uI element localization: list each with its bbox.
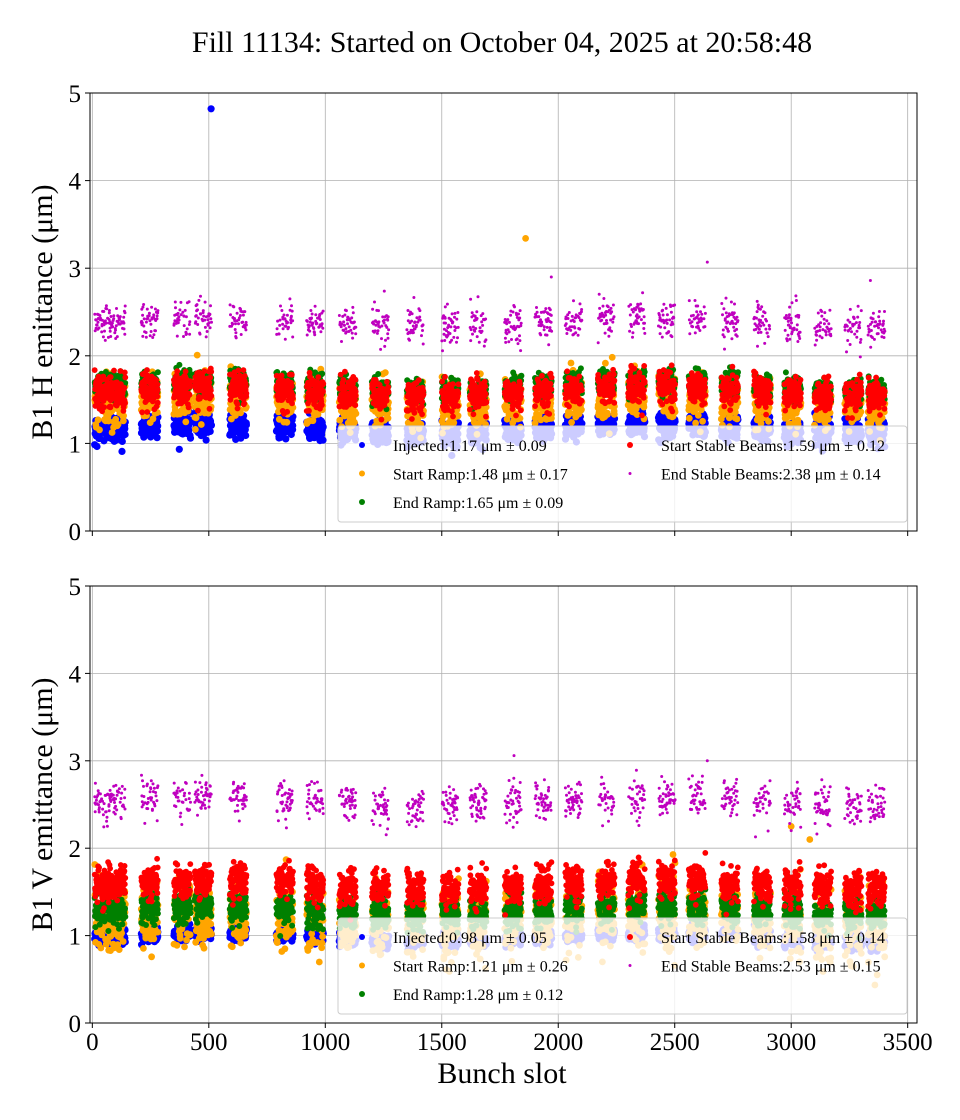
data-point [121,430,129,439]
data-point [450,419,458,427]
data-point [93,442,101,451]
data-point [610,410,618,418]
data-point [289,422,297,430]
data-point [202,436,210,444]
data-point [153,427,162,435]
data-point [640,403,648,411]
data-point [186,434,195,442]
data-point [381,369,389,376]
data-point [384,414,392,422]
data-point [182,418,190,426]
data-point [604,411,611,418]
data-point [351,419,358,426]
outlier-point [522,235,529,242]
data-point [282,435,290,443]
data-point [193,351,201,359]
data-point [699,417,706,425]
data-point [685,414,693,422]
data-point [94,416,102,424]
data-point [153,434,161,442]
data-point [206,427,214,435]
data-point [692,419,699,427]
series-start-ramp [91,235,889,444]
data-point [121,424,129,433]
data-point [176,361,183,368]
data-point [118,447,126,455]
data-point [319,423,327,431]
data-point [242,431,250,440]
data-point [197,421,205,428]
data-point [242,421,250,429]
data-point [375,371,382,377]
data-point [352,410,360,417]
data-point [283,418,291,426]
data-point [733,415,741,423]
data-point [602,359,609,367]
data-point [568,419,575,426]
chart-title: Fill 11134: Started on October 04, 2025 … [192,26,812,59]
data-point [765,418,772,425]
data-point [567,359,575,367]
data-point [207,421,215,429]
data-point [518,372,525,379]
data-point [577,365,584,372]
data-point [825,415,832,423]
data-point [154,369,161,376]
data-point [319,436,327,444]
data-point [96,426,103,434]
outlier-point [207,105,215,113]
data-point [154,422,162,430]
data-point [608,353,616,361]
data-point [192,426,199,433]
data-point [578,406,585,413]
data-point [118,437,126,445]
data-point [175,445,183,453]
